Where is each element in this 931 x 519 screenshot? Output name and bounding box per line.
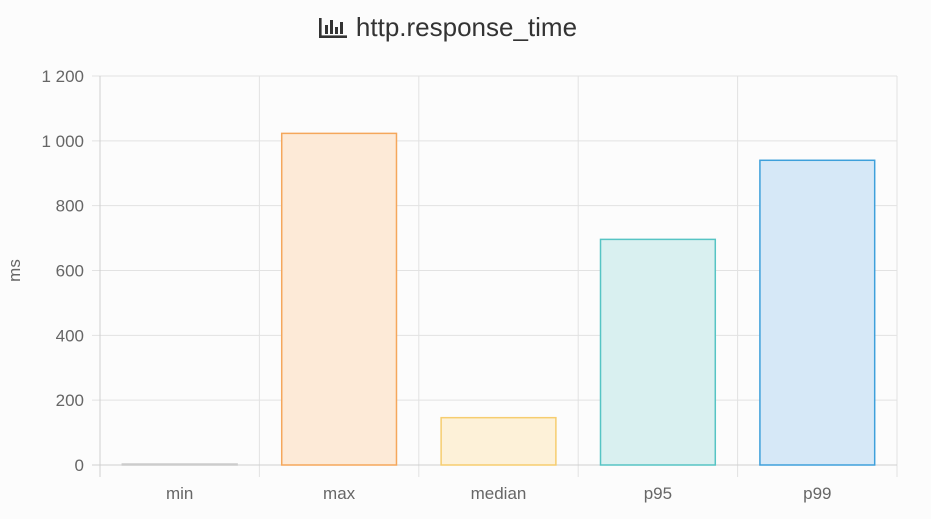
x-tick-label: max [323,484,356,503]
bar-min [121,463,238,466]
chart-title-text: http.response_time [355,12,578,42]
bar-median [440,416,557,466]
y-tick-label: 200 [56,391,84,410]
x-tick-label: min [166,484,193,503]
chart-title: http.response_time [0,12,895,43]
bar-max [280,132,398,466]
bar-p99 [759,159,876,466]
y-tick-label: 600 [56,262,84,281]
bar-p95 [599,238,717,466]
x-tick-label: median [471,484,527,503]
x-tick-label: p95 [644,484,672,503]
y-tick-label: 1 200 [41,67,84,86]
bar-chart-icon [318,17,347,38]
y-axis-title: ms [5,259,24,282]
y-tick-label: 800 [56,197,84,216]
y-tick-label: 400 [56,326,84,345]
y-tick-label: 1 000 [41,132,84,151]
y-tick-label: 0 [75,456,84,475]
x-tick-label: p99 [803,484,831,503]
